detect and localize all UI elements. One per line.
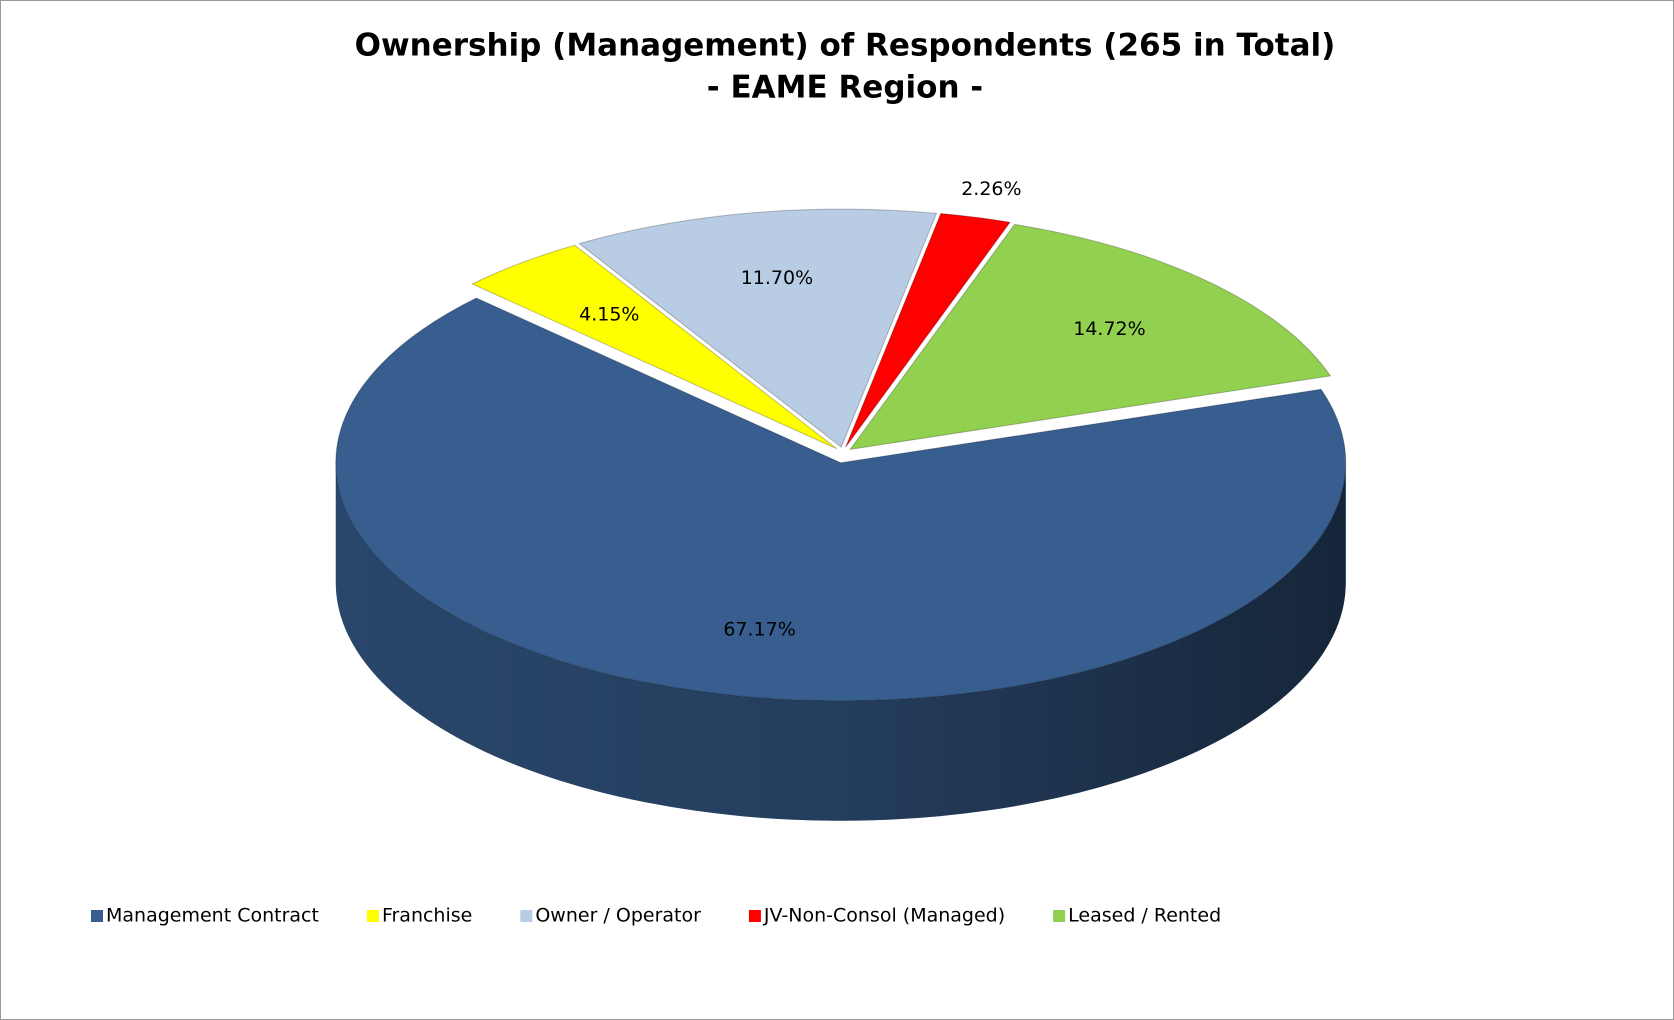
legend-swatch — [520, 910, 533, 922]
slice — [578, 208, 938, 448]
legend-swatch — [1053, 910, 1066, 922]
value-label: 14.72% — [1073, 318, 1145, 340]
value-label: 2.26% — [961, 178, 1021, 200]
value-label: 67.17% — [723, 618, 795, 640]
value-label: 11.70% — [741, 267, 813, 289]
slice-side-shade — [335, 462, 1346, 821]
legend-label: Owner / Operator — [535, 905, 701, 927]
legend-swatch — [748, 910, 761, 922]
slice — [849, 223, 1332, 451]
slice — [471, 244, 838, 450]
chart-title: Ownership (Management) of Respondents (2… — [355, 28, 1336, 64]
value-label: 4.15% — [579, 304, 639, 326]
legend-swatch — [91, 910, 103, 922]
slice — [845, 213, 1011, 448]
slice — [335, 297, 1347, 702]
chart-subtitle: - EAME Region - — [707, 70, 983, 106]
legend-label: JV-Non-Consol (Managed) — [763, 905, 1005, 927]
legend-label: Franchise — [382, 905, 472, 927]
legend-swatch — [366, 910, 379, 922]
legend-label: Management Contract — [106, 905, 319, 927]
legend-label: Leased / Rented — [1068, 905, 1221, 927]
